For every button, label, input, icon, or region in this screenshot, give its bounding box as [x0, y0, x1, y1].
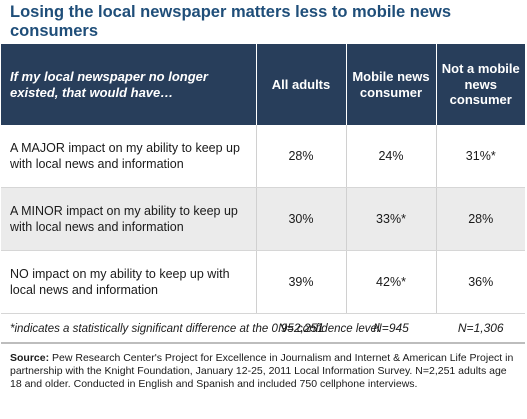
- column-header-not-mobile: Not a mobile news consumer: [435, 44, 525, 125]
- table-row-no-impact: NO impact on my ability to keep up with …: [1, 250, 525, 314]
- row-label: A MAJOR impact on my ability to keep up …: [1, 125, 256, 188]
- source-note: Source: Pew Research Center's Project fo…: [10, 352, 520, 392]
- row-label: A MINOR impact on my ability to keep up …: [1, 187, 256, 251]
- cell-value: 33%*: [345, 187, 436, 251]
- sample-size-not-mobile: N=1,306: [435, 313, 525, 343]
- cell-value: 39%: [255, 250, 346, 314]
- sample-size-all-adults: N=2,251: [255, 313, 346, 343]
- table-row-major-impact: A MAJOR impact on my ability to keep up …: [1, 125, 525, 188]
- cell-value: 30%: [255, 187, 346, 251]
- divider: [1, 343, 525, 344]
- cell-value: 36%: [435, 250, 525, 314]
- sample-size-row: N=2,251 N=945 N=1,306: [1, 313, 525, 343]
- footnote: *indicates a statistically significant d…: [10, 323, 380, 335]
- chart-title: Losing the local newspaper matters less …: [10, 3, 452, 40]
- column-header-all-adults: All adults: [255, 44, 346, 125]
- table-row-minor-impact: A MINOR impact on my ability to keep up …: [1, 187, 525, 251]
- cell-value: 31%*: [435, 125, 525, 188]
- source-label: Source:: [10, 352, 50, 364]
- data-table: If my local newspaper no longer existed,…: [1, 44, 525, 343]
- source-text: Pew Research Center's Project for Excell…: [10, 352, 514, 391]
- cell-value: 28%: [435, 187, 525, 251]
- cell-value: 42%*: [345, 250, 436, 314]
- cell-value: 24%: [345, 125, 436, 188]
- column-header-mobile: Mobile news consumer: [345, 44, 436, 125]
- header-row: If my local newspaper no longer existed,…: [1, 44, 525, 125]
- row-label: NO impact on my ability to keep up with …: [1, 250, 256, 314]
- sample-size-mobile: N=945: [345, 313, 436, 343]
- sample-size-stub: [1, 313, 256, 343]
- cell-value: 28%: [255, 125, 346, 188]
- stub-header: If my local newspaper no longer existed,…: [1, 44, 256, 125]
